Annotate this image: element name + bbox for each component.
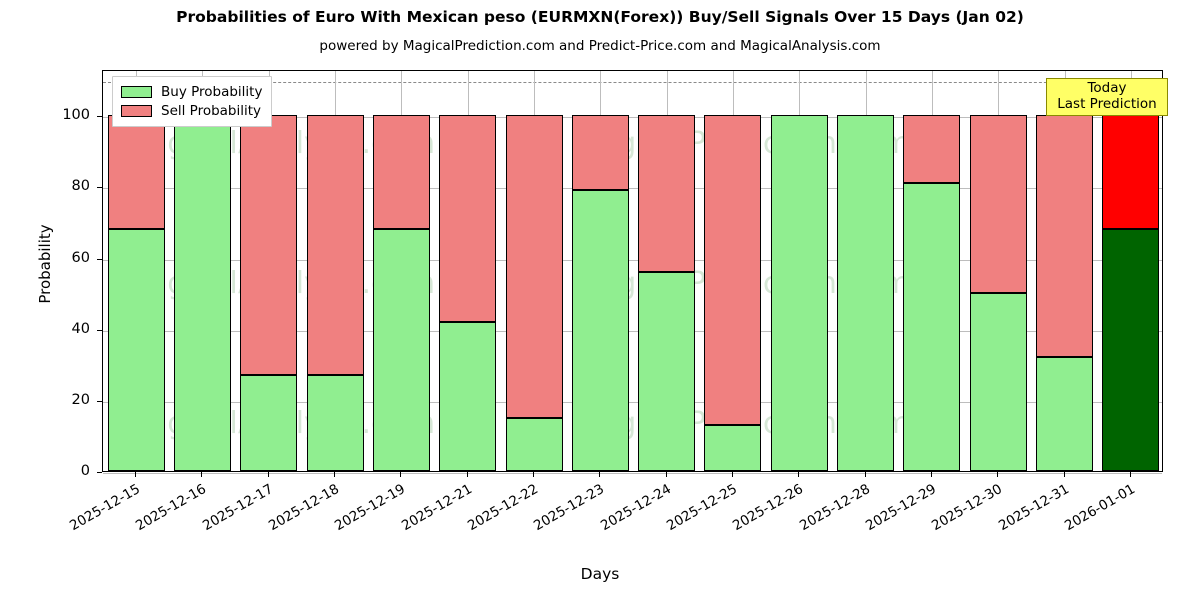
bar-segment-sell [903, 115, 961, 183]
bar-2025-12-30[interactable] [969, 115, 1027, 471]
bar-segment-sell [704, 115, 762, 425]
y-tick-mark [97, 187, 102, 189]
gridline-y [103, 259, 1162, 261]
bar-2025-12-25[interactable] [704, 115, 762, 471]
bar-segment-buy [306, 374, 364, 471]
y-tick-mark [97, 472, 102, 473]
bar-segment-buy [969, 293, 1027, 471]
bar-segment-buy [704, 424, 762, 471]
bar-segment-sell [372, 115, 430, 230]
bar-segment-sell [107, 115, 165, 230]
bar-2025-12-24[interactable] [638, 115, 696, 471]
x-tick-mark [201, 472, 203, 477]
legend-item-sell[interactable]: Sell Probability [121, 101, 262, 120]
bar-segment-buy [1102, 229, 1160, 471]
x-tick-mark [400, 472, 402, 477]
y-tick-mark [97, 258, 102, 260]
y-tick-mark [97, 400, 102, 402]
legend-item-buy[interactable]: Buy Probability [121, 82, 262, 101]
y-tick-label: 60 [71, 249, 90, 266]
bar-segment-buy [1036, 357, 1094, 471]
bar-segment-buy [107, 229, 165, 471]
today-annotation-line2: Last Prediction [1057, 95, 1157, 112]
y-tick-label: 100 [62, 107, 90, 124]
bar-segment-buy [770, 115, 828, 471]
x-tick-mark [334, 472, 336, 477]
bar-segment-sell [969, 115, 1027, 294]
x-tick-mark [1063, 472, 1065, 477]
gridline-y [103, 401, 1162, 403]
chart-legend: Buy Probability Sell Probability [112, 76, 273, 127]
bar-segment-buy [571, 189, 629, 471]
y-tick-label: 80 [71, 178, 90, 195]
x-tick-mark [599, 472, 601, 477]
x-tick-mark [864, 472, 866, 477]
bar-2025-12-17[interactable] [240, 115, 298, 471]
gridline-y [103, 188, 1162, 190]
legend-label-sell: Sell Probability [161, 102, 262, 119]
bar-segment-buy [240, 374, 298, 471]
x-tick-mark [997, 472, 999, 477]
bar-2025-12-16[interactable] [173, 115, 231, 471]
bar-2025-12-28[interactable] [837, 115, 895, 471]
bar-2025-12-15[interactable] [107, 115, 165, 471]
legend-label-buy: Buy Probability [161, 83, 263, 100]
reference-line [103, 81, 1162, 83]
y-tick-mark [97, 116, 102, 118]
bar-segment-sell [505, 115, 563, 418]
y-tick-mark [97, 329, 102, 331]
x-tick-mark [665, 472, 667, 477]
bar-segment-buy [173, 115, 231, 471]
bar-2025-12-18[interactable] [306, 115, 364, 471]
bar-segment-sell [1102, 115, 1160, 230]
bar-segment-sell [306, 115, 364, 375]
x-tick-mark [1129, 472, 1131, 477]
legend-swatch-sell-icon [121, 104, 152, 117]
bar-segment-buy [903, 182, 961, 471]
bar-2025-12-21[interactable] [439, 115, 497, 471]
bar-segment-sell [571, 115, 629, 190]
bar-segment-buy [837, 115, 895, 471]
x-tick-mark [731, 472, 733, 477]
x-tick-mark [135, 472, 137, 477]
y-tick-label: 20 [71, 391, 90, 408]
bar-segment-buy [638, 271, 696, 471]
bar-segment-sell [439, 115, 497, 322]
x-tick-mark [267, 472, 269, 477]
x-tick-mark [533, 472, 535, 477]
x-tick-mark [798, 472, 800, 477]
today-annotation: Today Last Prediction [1046, 78, 1168, 117]
bar-segment-sell [240, 115, 298, 375]
x-tick-mark [930, 472, 932, 477]
bar-segment-buy [439, 321, 497, 471]
x-axis-label: Days [580, 565, 620, 583]
chart-subtitle: powered by MagicalPrediction.com and Pre… [319, 38, 881, 54]
legend-swatch-buy-icon [121, 85, 152, 98]
y-tick-label: 0 [80, 463, 90, 479]
gridline-y [103, 330, 1162, 332]
bar-2025-12-31[interactable] [1036, 115, 1094, 471]
bar-segment-sell [1036, 115, 1094, 358]
gridline-y [103, 473, 1162, 474]
bar-segment-buy [372, 229, 430, 471]
bar-2025-12-23[interactable] [571, 115, 629, 471]
y-tick-label: 40 [71, 320, 90, 337]
x-tick-mark [466, 472, 468, 477]
bar-segment-buy [505, 417, 563, 471]
plot-area: MagicalAnalysis.comMagicalPrediction.com… [102, 70, 1163, 474]
bar-2025-12-19[interactable] [372, 115, 430, 471]
bar-2025-12-26[interactable] [770, 115, 828, 471]
chart-title: Probabilities of Euro With Mexican peso … [176, 8, 1024, 26]
bar-2026-01-01[interactable] [1102, 115, 1160, 471]
bar-2025-12-29[interactable] [903, 115, 961, 471]
bar-segment-sell [638, 115, 696, 272]
today-annotation-line1: Today [1087, 80, 1127, 96]
gridline-y [103, 117, 1162, 119]
bar-2025-12-22[interactable] [505, 115, 563, 471]
